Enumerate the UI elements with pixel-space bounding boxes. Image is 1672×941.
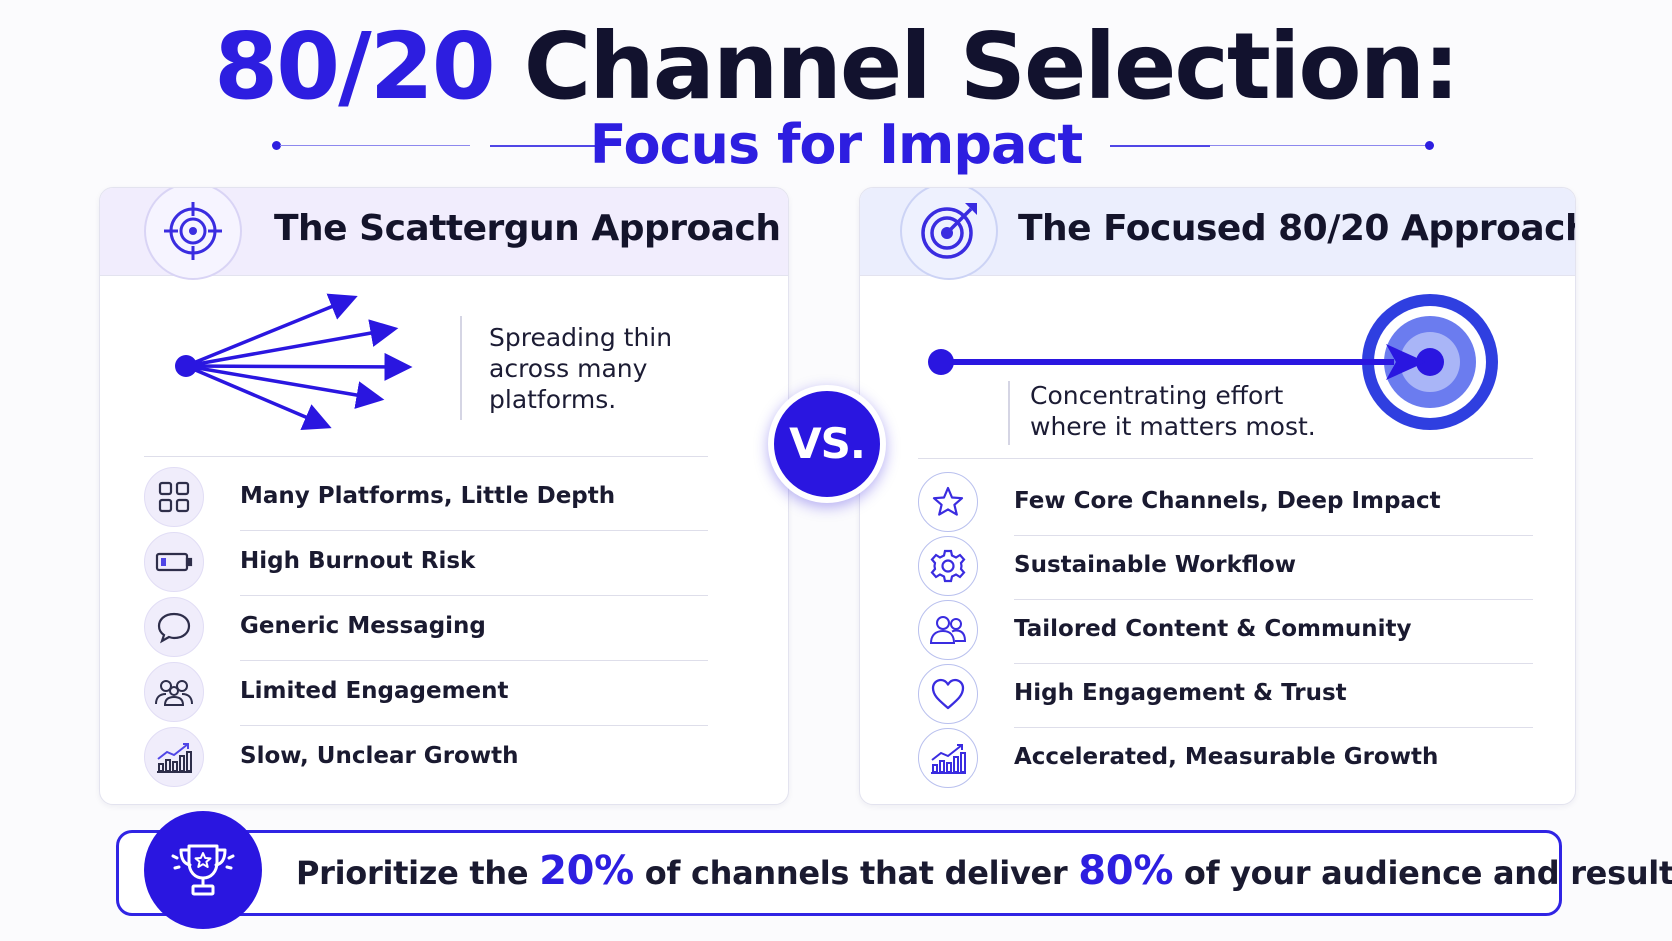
scatter-description: Spreading thin across many platforms.: [489, 323, 673, 414]
decor-line-right-thin: [1210, 145, 1430, 146]
chat-bubble-icon: [144, 597, 204, 657]
group-icon: [144, 662, 204, 722]
highlight-20: 20%: [539, 848, 634, 894]
main-title: 80/20 Channel Selection:: [0, 12, 1672, 122]
growth-chart-icon: [918, 728, 978, 788]
list-item: High Burnout Risk: [144, 530, 708, 596]
target-arrow-icon: [900, 188, 998, 280]
trophy-icon: [144, 811, 262, 929]
list-item: Limited Engagement: [144, 660, 708, 726]
focused-desc-bar: [1008, 381, 1010, 445]
list-item: Sustainable Workflow: [918, 534, 1533, 600]
scattergun-panel-header: The Scattergun Approach: [100, 188, 788, 280]
decor-dot-right: [1425, 141, 1434, 150]
focused-title: The Focused 80/20 Approach: [1018, 208, 1576, 249]
gear-icon: [918, 536, 978, 596]
list-item: High Engagement & Trust: [918, 662, 1533, 728]
battery-low-icon: [144, 532, 204, 592]
scatter-separator: [144, 456, 708, 457]
vs-badge: VS.: [768, 385, 886, 503]
decor-line-right: [1110, 145, 1210, 147]
list-item: Many Platforms, Little Depth: [144, 465, 708, 531]
highlight-80: 80%: [1078, 848, 1174, 894]
focused-separator: [918, 458, 1533, 459]
focused-panel-header: The Focused 80/20 Approach: [860, 188, 1576, 280]
scattergun-panel: The Scattergun Approach Spreading thin a…: [99, 187, 789, 805]
bottom-banner: [116, 830, 1562, 916]
decor-dot-left: [272, 141, 281, 150]
decor-line-left: [490, 145, 595, 147]
subtitle: Focus for Impact: [589, 113, 1084, 176]
scatter-arrows-icon: [175, 293, 413, 431]
grid-icon: [144, 467, 204, 527]
list-item: Generic Messaging: [144, 595, 708, 661]
scatter-desc-bar: [460, 316, 462, 420]
people-icon: [918, 600, 978, 660]
star-icon: [918, 472, 978, 532]
list-item: Few Core Channels, Deep Impact: [918, 470, 1533, 536]
list-item: Accelerated, Measurable Growth: [918, 726, 1533, 790]
focused-arrow-target-icon: [928, 294, 1498, 430]
focused-panel: The Focused 80/20 Approach Concentrating…: [859, 187, 1576, 805]
growth-chart-icon: [144, 727, 204, 787]
focused-description: Concentrating effort where it matters mo…: [1030, 381, 1316, 441]
crosshair-icon: [144, 188, 242, 280]
decor-line-left-thin: [280, 145, 470, 146]
heart-icon: [918, 664, 978, 724]
list-item: Tailored Content & Community: [918, 598, 1533, 664]
list-item: Slow, Unclear Growth: [144, 725, 708, 789]
title-accent: 80/20: [214, 13, 496, 120]
banner-text: Prioritize the 20% of channels that deli…: [296, 848, 1672, 894]
scattergun-title: The Scattergun Approach: [274, 208, 781, 249]
title-rest: Channel Selection:: [493, 13, 1460, 120]
subtitle-row: Focus for Impact: [0, 110, 1672, 180]
